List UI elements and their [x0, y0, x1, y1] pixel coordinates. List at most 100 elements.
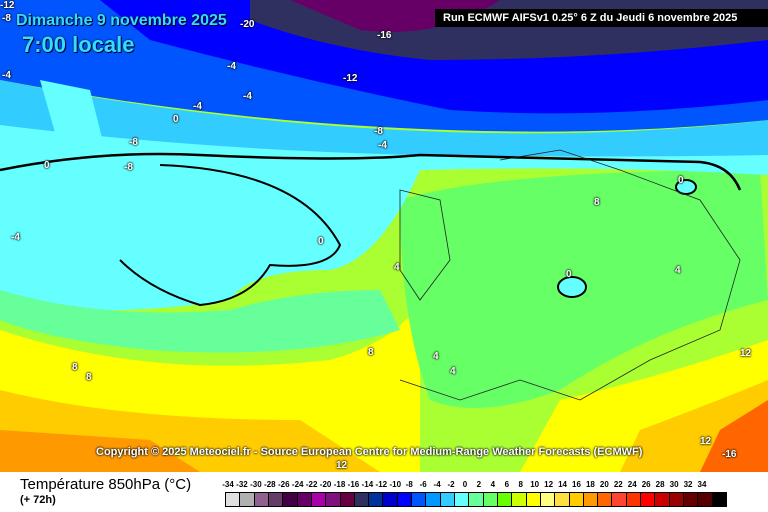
legend-swatch	[554, 492, 569, 507]
contour-label: 12	[740, 348, 752, 359]
legend-label: -18	[333, 480, 346, 489]
legend-swatch	[568, 492, 583, 507]
legend-label: -34	[222, 480, 234, 489]
run-info: Run ECMWF AIFSv1 0.25° 6 Z du Jeudi 6 no…	[435, 9, 768, 27]
legend-label: 26	[641, 480, 651, 489]
legend-swatch	[539, 492, 555, 507]
contour-label: -8	[2, 13, 11, 24]
legend-swatch	[454, 492, 469, 507]
legend-label: -16	[347, 480, 360, 489]
legend-label: -28	[264, 480, 276, 489]
contour-label: 4	[394, 262, 400, 273]
legend-swatch	[711, 492, 727, 507]
legend-swatch	[511, 492, 526, 507]
forecast-time: 7:00 locale	[22, 32, 135, 57]
legend-label: -14	[361, 480, 374, 489]
legend-swatch	[411, 492, 426, 507]
legend-swatch	[368, 492, 383, 507]
legend-labels: -34 -32 -30 -28 -26 -24 -22 -20 -18 -16 -14 -12 -10-…	[222, 480, 742, 490]
contour-label: 4	[433, 351, 439, 362]
legend-swatch	[654, 492, 669, 507]
legend-label: 10	[530, 480, 540, 489]
legend-label: 0	[462, 480, 468, 489]
legend-swatch	[339, 492, 354, 507]
legend-label: 2	[476, 480, 482, 489]
contour-label: 8	[368, 347, 374, 358]
legend-swatch	[468, 492, 483, 507]
contour-label: -8	[374, 126, 383, 137]
legend-swatch	[396, 492, 412, 507]
contour-label: 4	[450, 366, 456, 377]
legend-label: -26	[277, 480, 290, 489]
contour-label: 12	[336, 460, 348, 471]
contour-label: -8	[129, 137, 138, 148]
legend-label: -8	[405, 480, 413, 489]
legend-label: 16	[572, 480, 581, 489]
legend-label: -10	[389, 480, 402, 489]
legend-swatch	[683, 492, 698, 507]
contour-label: 8	[594, 197, 600, 208]
legend-swatch	[668, 492, 683, 507]
legend-swatch	[640, 492, 655, 507]
legend-swatch	[625, 492, 641, 507]
contour-label: 4	[675, 265, 681, 276]
legend-label: 34	[697, 480, 707, 489]
contour-label: 8	[86, 372, 92, 383]
legend-label: 24	[627, 480, 637, 489]
legend-swatch	[611, 492, 626, 507]
legend-label: 30	[669, 480, 679, 489]
legend-label: 32	[683, 480, 693, 489]
contour-label: 0	[173, 114, 179, 125]
variable-name: Température 850hPa (°C)	[20, 476, 192, 493]
legend-label: -2	[447, 480, 455, 489]
legend-label: -22	[305, 480, 318, 489]
legend-swatch	[239, 492, 254, 507]
legend-swatch	[325, 492, 340, 507]
legend-label: 28	[655, 480, 665, 489]
contour-label: -4	[378, 140, 387, 151]
legend-swatch	[439, 492, 454, 507]
contour-label: 12	[700, 436, 712, 447]
contour-label: -4	[243, 91, 252, 102]
legend-label: -20	[319, 480, 332, 489]
copyright: Copyright © 2025 Meteociel.fr - Source E…	[96, 446, 643, 458]
legend-label: 4	[490, 480, 496, 489]
legend-label: -24	[291, 480, 304, 489]
legend-swatch	[296, 492, 311, 507]
contour-label: -4	[11, 232, 20, 243]
legend-label: -6	[419, 480, 427, 489]
contour-label: 0	[318, 236, 324, 247]
contour-label: 0	[44, 160, 50, 171]
contour-label: -4	[227, 61, 236, 72]
legend-swatch	[382, 492, 397, 507]
legend-label: -30	[250, 480, 262, 489]
contour-label: -16	[377, 30, 392, 41]
forecast-date: Dimanche 9 novembre 2025	[16, 12, 227, 29]
legend-swatch	[425, 492, 440, 507]
legend-swatch	[582, 492, 598, 507]
legend-label: 18	[585, 480, 595, 489]
contour-label: -4	[193, 101, 202, 112]
lead-time: (+ 72h)	[20, 494, 56, 506]
legend-swatch	[496, 492, 512, 507]
contour-label: -20	[240, 19, 255, 30]
legend-swatch	[267, 492, 283, 507]
contour-label: -16	[722, 449, 737, 460]
legend-label: 12	[544, 480, 554, 489]
contour-label: 8	[72, 362, 78, 373]
legend-swatch	[482, 492, 497, 507]
temperature-map	[0, 0, 768, 472]
legend-swatch	[597, 492, 612, 507]
legend-label: 6	[504, 480, 510, 489]
legend-label: 20	[599, 480, 609, 489]
legend-label: 14	[558, 480, 567, 489]
legend-swatch	[525, 492, 540, 507]
legend-label: 22	[613, 480, 623, 489]
legend-swatch	[697, 492, 712, 507]
legend-swatch	[353, 492, 369, 507]
legend-swatch	[225, 492, 240, 507]
contour-label: -4	[2, 70, 11, 81]
contour-label: -12	[0, 0, 15, 11]
legend-label: 8	[518, 480, 523, 489]
legend-swatch	[310, 492, 326, 507]
